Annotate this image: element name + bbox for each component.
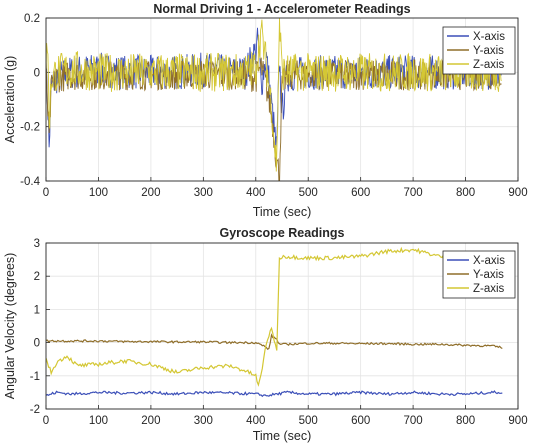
legend-label: Z-axis [473,59,505,71]
x-tick-label: 600 [351,415,370,427]
y-tick-label: 0 [34,338,40,350]
legend-label: Y-axis [473,269,504,281]
x-tick-label: 400 [246,415,265,427]
x-tick-label: 500 [299,187,318,199]
y-tick-label: 0 [34,67,40,79]
y-tick-label: -2 [30,404,40,416]
series-line-xaxis [46,390,503,398]
x-tick-label: 800 [456,415,475,427]
series-line-zaxis [46,246,503,387]
x-tick-label: 200 [141,415,160,427]
x-tick-label: 900 [508,187,527,199]
legend-box [442,26,516,75]
legend-label: Y-axis [473,45,504,57]
chart-2: 0 100 200 300 400 500 600 700 800 900 3 2 1 0 -1 -2 Gyro… [3,226,528,443]
x-tick-label: 300 [194,415,213,427]
series-line-yaxis [46,333,503,350]
y-tick-label: -0.4 [20,176,40,188]
legend-label: X-axis [473,31,505,43]
y-tick-label: -0.2 [20,122,40,134]
x-tick-label: 400 [246,187,265,199]
legend: X-axis Y-axis Z-axis [442,26,516,75]
y-axis-label: Angular Velocity (degrees) [3,253,17,400]
y-tick-label: 3 [34,238,40,250]
y-tick-label: 0.2 [24,13,40,25]
x-tick-label: 500 [299,415,318,427]
series-group [46,246,503,398]
chart-1: 0 100 200 300 400 500 600 700 800 900 0.2 0 -0.2 -0.4… [3,2,528,219]
axes-frame [45,17,519,182]
x-axis-label: Time (sec) [253,205,312,219]
x-tick-label: 0 [43,187,49,199]
x-tick-label: 800 [456,187,475,199]
x-tick-label: 100 [89,415,108,427]
x-tick-label: 200 [141,187,160,199]
series-line-zaxis [46,18,502,172]
x-tick-label: 700 [404,415,423,427]
y-tick-label: 2 [34,271,40,283]
x-tick-label: 300 [194,187,213,199]
x-axis-label: Time (sec) [253,429,312,443]
x-tick-label: 100 [89,187,108,199]
x-tick-label: 900 [508,415,527,427]
chart-title: Normal Driving 1 - Accelerometer Reading… [153,2,410,16]
y-tick-label: -1 [30,371,40,383]
axes-frame [45,242,519,410]
legend-label: Z-axis [473,283,505,295]
y-tick-label: 1 [34,304,40,316]
x-tick-label: 700 [404,187,423,199]
legend: X-axis Y-axis Z-axis [442,250,516,299]
x-tick-label: 600 [351,187,370,199]
chart-title: Gyroscope Readings [219,226,344,240]
y-axis-label: Acceleration (g) [3,56,17,144]
plot-area [46,243,518,409]
x-tick-label: 0 [43,415,49,427]
legend-label: X-axis [473,255,505,267]
series-group [46,18,503,181]
